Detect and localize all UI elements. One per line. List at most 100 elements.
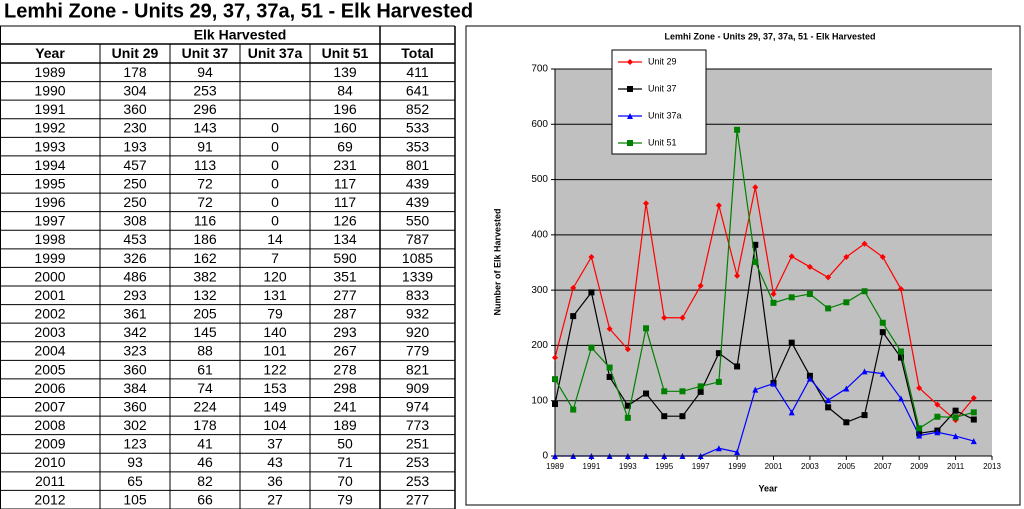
table-cell: 160 — [333, 120, 357, 136]
point — [825, 404, 832, 411]
legend-box — [611, 49, 707, 155]
table-cell: 2007 — [34, 398, 65, 414]
x-tick-label: 1991 — [583, 462, 601, 471]
table-cell: 36 — [267, 473, 283, 489]
legend-label: Unit 37 — [648, 83, 677, 93]
table-cell: 0 — [271, 194, 279, 210]
x-tick-label: 1995 — [655, 462, 673, 471]
table-cell: 277 — [406, 491, 430, 507]
table-cell: 773 — [406, 417, 430, 433]
table-cell: 41 — [197, 436, 213, 452]
table-cell: 833 — [406, 287, 430, 303]
table-cell: 70 — [337, 473, 353, 489]
point — [770, 380, 777, 387]
table-cell: 140 — [263, 324, 287, 340]
table-cell: 457 — [123, 157, 147, 173]
point — [843, 299, 850, 306]
point — [715, 202, 722, 209]
x-tick-label: 2003 — [801, 462, 819, 471]
chart-title: Lemhi Zone - Units 29, 37, 37a, 51 - Elk… — [664, 31, 875, 41]
table-cell: 550 — [406, 213, 430, 229]
point — [788, 339, 795, 346]
table-cell: 82 — [197, 473, 213, 489]
table-cell: 126 — [333, 213, 357, 229]
point — [606, 325, 613, 332]
table-cell: 277 — [333, 287, 357, 303]
table-cell: 231 — [333, 157, 357, 173]
x-tick-label: 2001 — [765, 462, 783, 471]
table-cell: 189 — [333, 417, 357, 433]
table-cell: 241 — [333, 398, 357, 414]
table-cell: 14 — [267, 231, 283, 247]
column-header: Unit 37 — [182, 45, 229, 61]
table-cell: 253 — [406, 473, 430, 489]
point — [588, 344, 595, 351]
table-cell: 143 — [193, 120, 217, 136]
y-tick-label: 400 — [531, 229, 548, 240]
group-header: Elk Harvested — [194, 27, 287, 43]
point — [588, 289, 595, 296]
x-tick-label: 2013 — [983, 462, 1001, 471]
point — [679, 388, 686, 395]
table-cell: 1996 — [34, 194, 65, 210]
table-cell: 145 — [193, 324, 217, 340]
point — [643, 325, 650, 332]
table-cell: 122 — [263, 361, 287, 377]
x-axis-label: Year — [758, 483, 778, 493]
y-tick-label: 300 — [531, 285, 548, 296]
table-cell: 278 — [333, 361, 357, 377]
point — [661, 388, 668, 395]
table-cell: 360 — [123, 361, 147, 377]
table-cell: 72 — [197, 194, 213, 210]
table-cell: 2006 — [34, 380, 65, 396]
table-cell: 74 — [197, 380, 213, 396]
table-cell: 1995 — [34, 175, 65, 191]
table-cell: 72 — [197, 175, 213, 191]
table-cell: 533 — [406, 120, 430, 136]
point — [643, 390, 650, 397]
table-cell: 342 — [123, 324, 147, 340]
point — [624, 414, 631, 421]
table-cell: 801 — [406, 157, 430, 173]
point — [788, 253, 795, 260]
series-line — [554, 187, 975, 421]
point — [861, 288, 868, 295]
table-cell: 230 — [123, 120, 147, 136]
point — [879, 253, 886, 260]
table-cell: 821 — [406, 361, 430, 377]
table-cell: 308 — [123, 213, 147, 229]
table-cell: 186 — [193, 231, 217, 247]
point — [788, 409, 795, 416]
point — [970, 409, 977, 416]
column-header: Unit 51 — [322, 45, 369, 61]
y-tick-label: 500 — [531, 174, 548, 185]
point — [879, 319, 886, 326]
point — [788, 294, 795, 301]
table-cell: 224 — [193, 398, 217, 414]
point — [606, 373, 613, 380]
point — [843, 253, 850, 260]
point — [952, 433, 959, 440]
point — [861, 240, 868, 247]
point — [752, 184, 759, 191]
table-cell: 253 — [193, 83, 217, 99]
point — [916, 384, 923, 391]
point — [752, 241, 759, 248]
table-cell: 162 — [193, 250, 217, 266]
table-cell: 382 — [193, 268, 217, 284]
point — [825, 397, 832, 404]
table-cell: 153 — [263, 380, 287, 396]
table-cell: 134 — [333, 231, 357, 247]
table-cell: 91 — [197, 138, 213, 154]
point — [806, 263, 813, 270]
series-line — [554, 129, 974, 430]
table-cell: 117 — [334, 194, 357, 210]
table-cell: 253 — [406, 454, 430, 470]
column-header: Unit 29 — [112, 45, 159, 61]
table-cell: 296 — [193, 101, 217, 117]
point — [879, 329, 886, 336]
point — [770, 291, 777, 298]
table-cell: 326 — [123, 250, 147, 266]
y-tick-label: 600 — [531, 119, 548, 130]
